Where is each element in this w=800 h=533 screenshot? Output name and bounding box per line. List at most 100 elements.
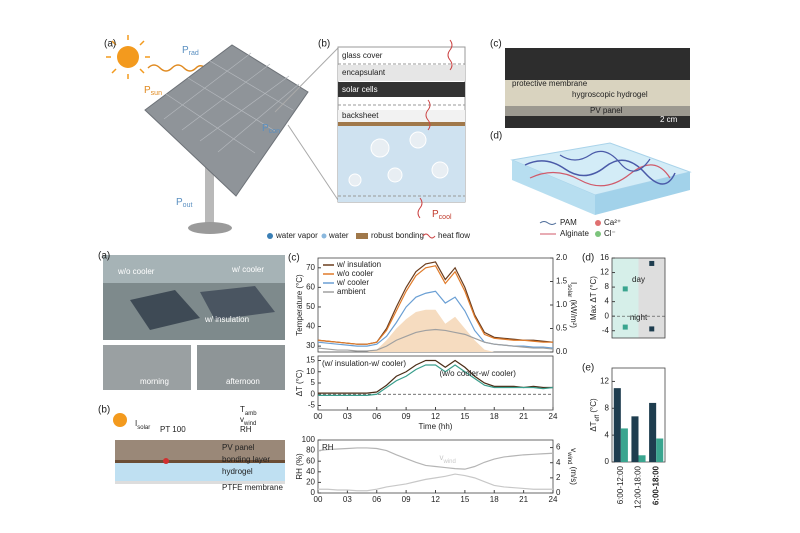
x-tick-label: 03 <box>343 495 352 504</box>
y-tick-label: 40 <box>306 467 315 476</box>
text-part: T <box>240 405 245 414</box>
series-label: (w/o cooler-w/ cooler) <box>440 369 517 378</box>
legend-label: ambient <box>337 287 366 296</box>
line <box>318 359 553 394</box>
bonding <box>338 122 465 126</box>
photo-caption: afternoon <box>226 377 260 386</box>
zoom-line <box>287 124 339 201</box>
text-part: solar <box>137 425 150 431</box>
panel-label: (d) <box>490 131 502 142</box>
node <box>409 131 427 149</box>
y-tick-label: 0 <box>311 389 316 398</box>
pv-band <box>505 106 690 116</box>
photo-label: w/o cooler <box>117 267 155 276</box>
photo-sky <box>103 255 285 283</box>
cell-line <box>217 83 300 153</box>
pole-base <box>188 222 232 234</box>
layer-label: hydrogel <box>222 467 253 476</box>
p-rad: Prad <box>182 45 199 58</box>
chain <box>524 159 676 185</box>
y-tick-label: 0 <box>605 457 610 466</box>
point <box>622 324 628 330</box>
y-axis-label: ΔTeff (°C) <box>589 398 600 432</box>
y-tick-label: 20 <box>306 478 315 487</box>
y-tick-label: 0 <box>311 488 316 497</box>
pv-panel <box>144 44 309 197</box>
node <box>370 138 390 158</box>
cell-line <box>209 60 294 111</box>
cell-line <box>165 93 256 154</box>
y-tick-label: 50 <box>306 302 315 311</box>
legend-label: water vapor <box>275 231 318 240</box>
bottom-panel-b: (b) Isolar Tamb vwind RH PT 100 PV panel… <box>98 405 285 492</box>
y2-tick-label: 0.5 <box>556 324 568 333</box>
y2-tick-label: 1.5 <box>556 277 568 286</box>
top-panel-c: (c) protective membrane hygroscopic hydr… <box>490 39 690 128</box>
y-tick-label: 60 <box>306 282 315 291</box>
node <box>431 161 449 179</box>
ray <box>111 68 117 74</box>
y-tick-label: 5 <box>311 378 316 387</box>
p-sun: Psun <box>144 85 162 98</box>
y-tick-label: 80 <box>306 446 315 455</box>
text-part: P <box>262 123 269 134</box>
panel-photo <box>130 290 200 330</box>
panel-label: (b) <box>318 39 330 50</box>
text-part: rad <box>189 50 199 57</box>
legend-label: w/ cooler <box>336 278 369 287</box>
text-part: amb <box>245 411 257 417</box>
panel-label: (c) <box>288 253 300 264</box>
layer-label: encapsulant <box>342 68 386 77</box>
y2-tick-label: 2 <box>556 473 561 482</box>
x-tick-label: 6:00-18:00 <box>651 465 660 505</box>
y2-tick-label: 6 <box>556 443 561 452</box>
panel-label: (e) <box>582 363 594 374</box>
point <box>649 326 655 332</box>
panel-label: (c) <box>490 39 502 50</box>
series-label: vwind <box>440 453 456 464</box>
text-part: wind <box>566 451 572 464</box>
series-label: (w/ insulation-w/ cooler) <box>322 359 406 368</box>
legend-icon <box>422 233 436 239</box>
x-tick-label: 12 <box>431 495 440 504</box>
line <box>318 364 554 396</box>
line <box>317 265 553 345</box>
text-part: v <box>440 453 444 462</box>
hydrogel-network <box>348 131 449 187</box>
legend-label: water <box>328 231 349 240</box>
text-part: I <box>569 282 578 284</box>
layer-label: backsheet <box>342 111 379 120</box>
text-part: P <box>144 85 151 96</box>
x-tick-label: 06 <box>372 495 381 504</box>
text-part: eff <box>595 415 601 422</box>
photo <box>103 345 191 390</box>
chain <box>529 164 671 187</box>
y-tick-label: 70 <box>306 263 315 272</box>
y-axis-label: Max ΔT (°C) <box>589 276 598 320</box>
x-tick-label: 24 <box>549 495 558 504</box>
heat-wave <box>447 39 453 71</box>
plot-frame <box>611 257 666 339</box>
panel-label: (d) <box>582 253 594 264</box>
x-tick-label: 09 <box>402 412 411 421</box>
dashes <box>338 63 465 197</box>
area <box>318 309 553 352</box>
y-tick-label: 8 <box>605 282 610 291</box>
x-tick-label: 12 <box>431 412 440 421</box>
photo-label: w/ cooler <box>231 265 264 274</box>
panel-label: (b) <box>98 405 110 416</box>
heat-wave <box>417 197 423 219</box>
y2-tick-label: 4 <box>556 458 561 467</box>
p-con: Pcon <box>262 123 280 136</box>
y-tick-label: 40 <box>306 322 315 331</box>
cell-line <box>181 63 271 131</box>
photo-label: protective membrane <box>512 79 588 88</box>
line <box>318 473 553 492</box>
x-tick-label: 12:00-18:00 <box>634 465 643 508</box>
text-part: v <box>240 415 244 424</box>
legend-label: w/ insulation <box>336 260 381 269</box>
bar <box>620 428 628 462</box>
rh: RH <box>240 425 252 434</box>
